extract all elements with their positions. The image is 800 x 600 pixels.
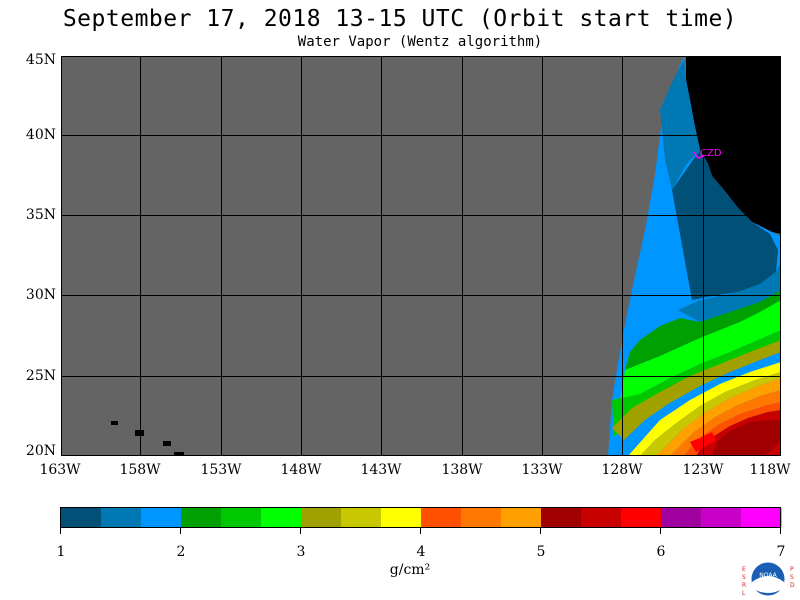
- lon-label-123w: 123W: [682, 462, 724, 478]
- lon-label-128w: 128W: [601, 462, 643, 478]
- map-subtitle: Water Vapor (Wentz algorithm): [297, 34, 543, 50]
- hawaii-islands: [111, 421, 184, 456]
- colorbar-swatch: [701, 508, 742, 527]
- colorbar-swatch: [581, 508, 622, 527]
- colorbar-swatch: [181, 508, 222, 527]
- svg-text:NOAA: NOAA: [759, 572, 777, 579]
- station-marker: [693, 151, 705, 159]
- svg-text:L: L: [742, 590, 746, 597]
- station-label: CZD: [700, 148, 722, 159]
- colorbar-swatch: [141, 508, 182, 527]
- svg-text:S: S: [742, 574, 746, 581]
- colorbar-swatch: [101, 508, 142, 527]
- colorbar-swatch: [61, 508, 102, 527]
- colorbar-swatch: [541, 508, 582, 527]
- colorbar-tick-5: 5: [536, 544, 546, 560]
- colorbar-swatch: [261, 508, 302, 527]
- lat-label-45n: 45N: [25, 52, 56, 68]
- colorbar-tick-7: 7: [776, 544, 786, 560]
- lat-label-30n: 30N: [25, 287, 56, 303]
- land-area: [686, 56, 781, 234]
- colorbar-swatch: [301, 508, 342, 527]
- svg-text:R: R: [742, 582, 746, 589]
- noaa-esrl-logo: NOAA E S R L P S D: [742, 561, 795, 597]
- colorbar-swatch: [381, 508, 422, 527]
- lat-label-25n: 25N: [25, 368, 56, 384]
- water-vapor-swath: [608, 56, 781, 456]
- colorbar-swatch: [421, 508, 462, 527]
- colorbar-frame: [60, 507, 781, 528]
- lat-label-40n: 40N: [25, 127, 56, 143]
- lon-label-148w: 148W: [280, 462, 322, 478]
- svg-text:D: D: [790, 582, 795, 589]
- colorbar-tick-2: 2: [176, 544, 186, 560]
- colorbar-tick-6: 6: [656, 544, 666, 560]
- colorbar-swatch: [661, 508, 702, 527]
- colorbar-tick-3: 3: [296, 544, 306, 560]
- svg-text:E: E: [742, 566, 746, 573]
- svg-text:P: P: [790, 566, 794, 573]
- lat-label-35n: 35N: [25, 207, 56, 223]
- colorbar-swatch: [621, 508, 662, 527]
- colorbar-swatch: [461, 508, 502, 527]
- lat-label-20n: 20N: [25, 443, 56, 459]
- colorbar-tick-1: 1: [56, 544, 66, 560]
- lon-label-133w: 133W: [521, 462, 563, 478]
- colorbar-tick-4: 4: [416, 544, 426, 560]
- lon-label-158w: 158W: [119, 462, 161, 478]
- colorbar-swatch: [501, 508, 542, 527]
- map-frame: [61, 56, 781, 456]
- colorbar-units: g/cm²: [389, 562, 431, 578]
- colorbar-swatch: [221, 508, 262, 527]
- map-title: September 17, 2018 13-15 UTC (Orbit star…: [62, 6, 738, 32]
- lon-label-163w: 163W: [39, 462, 81, 478]
- lon-label-118w: 118W: [749, 462, 791, 478]
- colorbar-ticks: [60, 528, 781, 534]
- colorbar: [61, 508, 782, 527]
- colorbar-swatch: [741, 508, 782, 527]
- svg-text:S: S: [790, 574, 794, 581]
- lon-label-138w: 138W: [441, 462, 483, 478]
- lon-label-153w: 153W: [200, 462, 242, 478]
- colorbar-swatch: [341, 508, 382, 527]
- lon-label-143w: 143W: [360, 462, 402, 478]
- map-grid: [61, 56, 781, 456]
